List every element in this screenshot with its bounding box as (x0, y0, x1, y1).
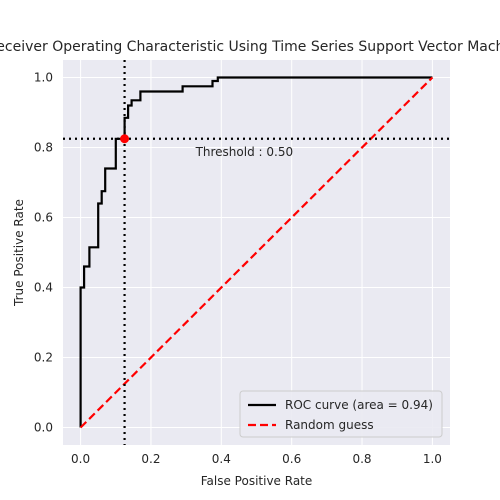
series-lines (79, 76, 434, 429)
random-guess-line (79, 76, 434, 429)
y-tick-label: 0.2 (34, 351, 53, 365)
roc-curve-line (79, 76, 433, 428)
threshold-markers (63, 60, 450, 445)
y-tick-labels: 0.0 0.2 0.4 0.6 0.8 1.0 (34, 71, 53, 435)
x-tick-label: 0.0 (71, 452, 90, 466)
legend-label: Random guess (285, 418, 374, 432)
y-tick-label: 1.0 (34, 71, 53, 85)
x-tick-label: 0.4 (212, 452, 231, 466)
chart-title: Receiver Operating Characteristic Using … (0, 39, 500, 55)
y-tick-label: 0.6 (34, 211, 53, 225)
y-tick-label: 0.0 (34, 421, 53, 435)
threshold-point (120, 134, 130, 144)
x-tick-label: 1.0 (423, 452, 442, 466)
threshold-annotation: Threshold : 0.50 (195, 145, 294, 159)
grid (63, 60, 450, 445)
x-tick-label: 0.8 (352, 452, 371, 466)
y-tick-label: 0.8 (34, 141, 53, 155)
x-tick-labels: 0.0 0.2 0.4 0.6 0.8 1.0 (71, 452, 442, 466)
legend: ROC curve (area = 0.94) Random guess (239, 390, 443, 438)
y-axis-label: True Positive Rate (12, 199, 26, 307)
legend-label: ROC curve (area = 0.94) (285, 398, 433, 412)
x-axis-label: False Positive Rate (201, 474, 313, 488)
x-tick-label: 0.2 (141, 452, 160, 466)
y-tick-label: 0.4 (34, 281, 53, 295)
legend-box (239, 390, 443, 438)
x-tick-label: 0.6 (282, 452, 301, 466)
